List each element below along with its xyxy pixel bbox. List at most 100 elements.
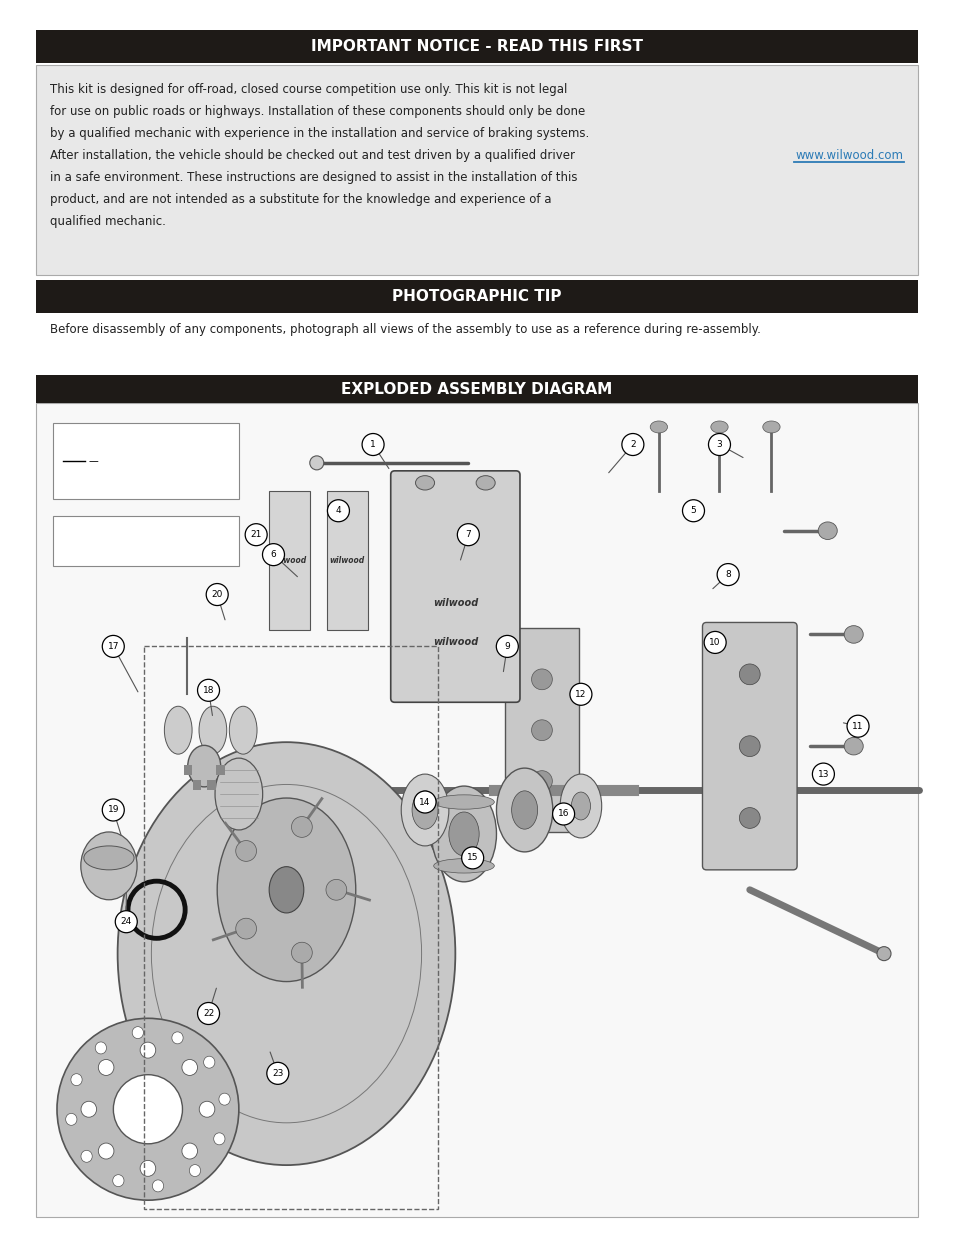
Text: This kit is designed for off-road, closed course competition use only. This kit : This kit is designed for off-road, close… (50, 83, 567, 96)
Ellipse shape (98, 1060, 113, 1076)
Ellipse shape (203, 1056, 214, 1068)
Circle shape (292, 942, 312, 963)
Ellipse shape (84, 846, 134, 869)
Circle shape (569, 683, 591, 705)
Circle shape (531, 720, 552, 741)
Ellipse shape (81, 1102, 96, 1118)
Text: 3: 3 (716, 440, 721, 450)
Text: 20: 20 (212, 590, 223, 599)
Ellipse shape (81, 832, 137, 900)
Text: 8: 8 (724, 571, 730, 579)
Circle shape (876, 947, 890, 961)
Text: 1: 1 (370, 440, 375, 450)
Ellipse shape (448, 811, 478, 856)
Ellipse shape (172, 1032, 183, 1044)
Ellipse shape (140, 1161, 155, 1176)
Circle shape (681, 500, 703, 521)
Text: 16: 16 (558, 809, 569, 819)
Text: www.wilwood.com: www.wilwood.com (795, 149, 903, 162)
Ellipse shape (95, 1042, 107, 1053)
Text: 22: 22 (203, 1009, 213, 1018)
Ellipse shape (188, 746, 220, 787)
Text: 14: 14 (419, 798, 430, 806)
FancyBboxPatch shape (215, 766, 224, 776)
FancyBboxPatch shape (184, 766, 193, 776)
Circle shape (708, 433, 730, 456)
Ellipse shape (66, 1114, 77, 1125)
Text: wilwood: wilwood (329, 556, 364, 566)
Circle shape (267, 1062, 289, 1084)
Ellipse shape (818, 522, 837, 540)
Text: 2: 2 (629, 440, 635, 450)
Ellipse shape (182, 1144, 197, 1158)
Ellipse shape (843, 626, 862, 643)
Ellipse shape (401, 774, 448, 846)
Circle shape (57, 1019, 238, 1200)
Text: EXPLODED ASSEMBLY DIAGRAM: EXPLODED ASSEMBLY DIAGRAM (341, 382, 612, 396)
Circle shape (292, 816, 312, 837)
Ellipse shape (269, 867, 303, 913)
FancyBboxPatch shape (327, 490, 367, 630)
Ellipse shape (229, 706, 256, 755)
Circle shape (113, 1074, 182, 1144)
Circle shape (717, 563, 739, 585)
FancyBboxPatch shape (391, 471, 519, 703)
Circle shape (812, 763, 834, 785)
Text: 15: 15 (466, 853, 477, 862)
Circle shape (461, 847, 483, 869)
Circle shape (115, 910, 137, 932)
Ellipse shape (132, 1026, 143, 1039)
Ellipse shape (214, 758, 262, 830)
Ellipse shape (571, 792, 590, 820)
Text: product, and are not intended as a substitute for the knowledge and experience o: product, and are not intended as a subst… (50, 193, 551, 206)
Text: 5: 5 (690, 506, 696, 515)
Ellipse shape (81, 1150, 92, 1162)
Ellipse shape (164, 706, 192, 755)
Circle shape (197, 679, 219, 701)
FancyBboxPatch shape (36, 403, 917, 1216)
Text: 21: 21 (251, 530, 261, 540)
Ellipse shape (434, 795, 494, 809)
Text: 13: 13 (817, 769, 828, 778)
FancyBboxPatch shape (52, 422, 238, 499)
Ellipse shape (431, 785, 496, 882)
FancyBboxPatch shape (269, 490, 310, 630)
Text: PHOTOGRAPHIC TIP: PHOTOGRAPHIC TIP (392, 289, 561, 304)
Circle shape (739, 664, 760, 684)
Circle shape (531, 669, 552, 689)
Circle shape (235, 841, 256, 861)
Circle shape (739, 808, 760, 829)
Circle shape (102, 799, 124, 821)
Circle shape (362, 433, 384, 456)
Circle shape (456, 524, 478, 546)
Circle shape (703, 631, 725, 653)
Circle shape (496, 636, 517, 657)
Text: Before disassembly of any components, photograph all views of the assembly to us: Before disassembly of any components, ph… (50, 324, 760, 336)
Ellipse shape (416, 475, 435, 490)
Ellipse shape (762, 421, 780, 433)
Ellipse shape (434, 858, 494, 873)
FancyBboxPatch shape (36, 65, 917, 275)
Ellipse shape (182, 1060, 197, 1076)
Circle shape (326, 879, 346, 900)
Ellipse shape (476, 475, 495, 490)
Text: 17: 17 (108, 642, 119, 651)
FancyBboxPatch shape (701, 622, 797, 869)
Text: for use on public roads or highways. Installation of these components should onl: for use on public roads or highways. Ins… (50, 105, 584, 119)
Circle shape (197, 1003, 219, 1025)
FancyBboxPatch shape (36, 375, 917, 403)
Text: wilwood: wilwood (272, 556, 307, 566)
Ellipse shape (710, 421, 727, 433)
Ellipse shape (218, 1093, 230, 1105)
Text: 4: 4 (335, 506, 341, 515)
Circle shape (235, 919, 256, 939)
FancyBboxPatch shape (36, 280, 917, 312)
Circle shape (414, 792, 436, 813)
Ellipse shape (152, 1179, 164, 1192)
Text: 18: 18 (203, 685, 214, 695)
Text: 24: 24 (120, 918, 132, 926)
Ellipse shape (412, 790, 437, 829)
Ellipse shape (71, 1073, 82, 1086)
Circle shape (262, 543, 284, 566)
Ellipse shape (559, 774, 601, 837)
